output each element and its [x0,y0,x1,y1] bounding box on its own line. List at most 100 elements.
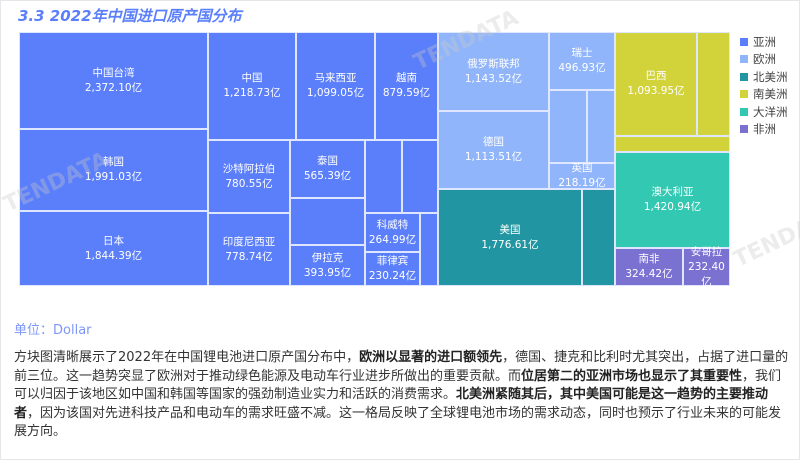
legend-swatch-icon [740,90,748,99]
cell-name: 越南 [396,72,417,84]
treemap-cell[interactable]: 日本 1,844.39亿 [19,211,208,286]
cell-name: 泰国 [317,155,338,167]
legend-swatch-icon [740,55,748,64]
treemap-cell[interactable]: 泰国 565.39亿 [290,140,365,198]
cell-name: 日本 [103,234,124,247]
cell-value: 232.40亿 [688,260,725,288]
treemap-cell[interactable]: 韩国 1,991.03亿 [19,129,208,211]
cell-name: 南非 [638,253,660,265]
cell-value: 1,420.94亿 [643,201,702,213]
cell-value: 393.95亿 [303,266,352,279]
cell-value: 565.39亿 [303,170,352,182]
cell-name: 中国 [241,72,263,84]
legend-label: 大洋洲 [753,104,788,119]
treemap-cell[interactable]: 马来西亚 1,099.05亿 [296,32,375,140]
treemap-cell-unlabeled[interactable] [615,136,730,152]
legend-label: 亚洲 [753,34,776,49]
treemap-cell[interactable]: 科威特 264.99亿 [365,213,420,252]
treemap-cell[interactable]: 越南 879.59亿 [375,32,438,140]
cell-value: 780.55亿 [225,177,273,190]
cell-value: 2,372.10亿 [84,81,143,94]
treemap-cell[interactable]: 德国 1,113.51亿 [438,111,549,189]
treemap-cell-unlabeled[interactable] [402,140,438,213]
cell-name: 美国 [499,223,521,236]
cell-value: 1,113.51亿 [464,151,523,163]
legend-item[interactable]: 大洋洲 [740,103,788,121]
cell-name: 澳大利亚 [651,186,694,198]
treemap-cell[interactable]: 伊拉克 393.95亿 [290,245,365,286]
treemap-cell[interactable]: 印度尼西亚 778.74亿 [208,213,290,286]
legend: 亚洲欧洲北美洲南美洲大洋洲非洲 [740,33,788,138]
legend-label: 欧洲 [753,52,776,67]
cell-name: 沙特阿拉伯 [222,162,276,175]
legend-item[interactable]: 南美洲 [740,86,788,104]
legend-label: 非洲 [753,122,776,137]
legend-label: 北美洲 [753,69,788,84]
treemap-cell[interactable]: 澳大利亚 1,420.94亿 [615,152,730,248]
cell-name: 伊拉克 [311,251,344,264]
cell-value: 1,218.73亿 [223,87,281,99]
cell-name: 科威特 [376,218,409,231]
cell-name: 俄罗斯联邦 [467,57,520,70]
cell-value: 1,093.95亿 [627,85,685,97]
cell-value: 1,143.52亿 [464,72,523,85]
highlight-text: 北美洲紧随其后，其中美国可能是这一趋势的主要推动者 [14,387,769,421]
cell-value: 230.24亿 [368,270,417,282]
cell-value: 879.59亿 [382,87,431,99]
treemap-cell[interactable]: 俄罗斯联邦 1,143.52亿 [438,32,549,111]
cell-name: 瑞士 [571,47,593,59]
treemap-cell[interactable]: 菲律宾 230.24亿 [365,252,420,286]
highlight-text: 位居第二的亚洲市场也显示了其重要性 [521,368,743,384]
cell-value: 218.19亿 [558,177,606,189]
body-text: ，因为该国对先进科技产品和电动车的需求旺盛不减。这一格局反映了全球锂电池市场的需… [14,405,782,440]
cell-name: 印度尼西亚 [222,235,276,248]
legend-swatch-icon [740,37,748,46]
legend-item[interactable]: 欧洲 [740,51,788,69]
body-text: ，德国、捷克和比利时尤其突出，占据了进口量的前三位。这一趋势突显了欧洲对于推动绿… [14,350,789,384]
treemap-cell[interactable]: 安哥拉 232.40亿 [683,245,730,288]
treemap-cell[interactable]: 美国 1,776.61亿 [438,189,582,286]
treemap-cell-unlabeled[interactable] [549,90,587,163]
cell-name: 菲律宾 [376,255,409,267]
cell-value: 778.74亿 [225,250,273,263]
treemap-cell[interactable]: 中国 1,218.73亿 [208,32,296,140]
legend-swatch-icon [740,72,748,81]
treemap-cell[interactable]: 巴西 1,093.95亿 [615,32,697,136]
legend-item[interactable]: 北美洲 [740,68,788,86]
treemap-cell-unlabeled[interactable] [420,213,438,286]
treemap: 中国台湾 2,372.10亿韩国 1,991.03亿日本 1,844.39亿 中国 1,2… [19,32,730,288]
cell-name: 马来西亚 [314,72,357,84]
treemap-cell[interactable]: 南非 324.42亿 [615,248,683,286]
cell-value: 264.99亿 [368,233,417,246]
treemap-cell[interactable]: 沙特阿拉伯 780.55亿 [208,140,290,213]
cell-value: 1,099.05亿 [306,87,365,99]
cell-value: 1,991.03亿 [84,171,143,183]
cell-value: 1,776.61亿 [481,238,539,251]
cell-name: 英国 [571,162,593,174]
cell-name: 安哥拉 [690,245,723,258]
body-text: 方块图清晰展示了2022年在中国锂电池进口原产国分布中， [14,350,360,365]
treemap-cell-unlabeled[interactable] [582,189,615,286]
treemap-cell-unlabeled[interactable] [587,90,615,163]
description-paragraph: 方块图清晰展示了2022年在中国锂电池进口原产国分布中，欧洲以显著的进口额领先，… [14,349,789,442]
treemap-cell[interactable]: 中国台湾 2,372.10亿 [19,32,208,129]
chart-title: 3.3 2022年中国进口原产国分布 [18,7,242,25]
cell-name: 德国 [483,136,504,148]
legend-label: 南美洲 [753,87,788,102]
cell-name: 巴西 [645,70,667,82]
cell-value: 324.42亿 [625,268,673,280]
legend-item[interactable]: 非洲 [740,121,788,139]
treemap-cell-unlabeled[interactable] [290,198,365,245]
treemap-cell-unlabeled[interactable] [697,32,730,136]
cell-value: 1,844.39亿 [84,249,143,262]
legend-swatch-icon [740,125,748,134]
treemap-cell[interactable]: 瑞士 496.93亿 [549,32,615,90]
highlight-text: 欧洲以显著的进口额领先 [359,350,503,365]
cell-value: 496.93亿 [558,62,606,74]
treemap-cell-unlabeled[interactable] [365,140,402,213]
unit-label: 单位：Dollar [14,323,92,338]
legend-item[interactable]: 亚洲 [740,33,788,51]
body-text: ，我们可以归因于该地区如中国和韩国等国家的强劲制造业实力和活跃的消费需求。 [14,368,782,403]
treemap-cell[interactable]: 英国 218.19亿 [549,162,615,189]
cell-name: 中国台湾 [92,66,135,79]
